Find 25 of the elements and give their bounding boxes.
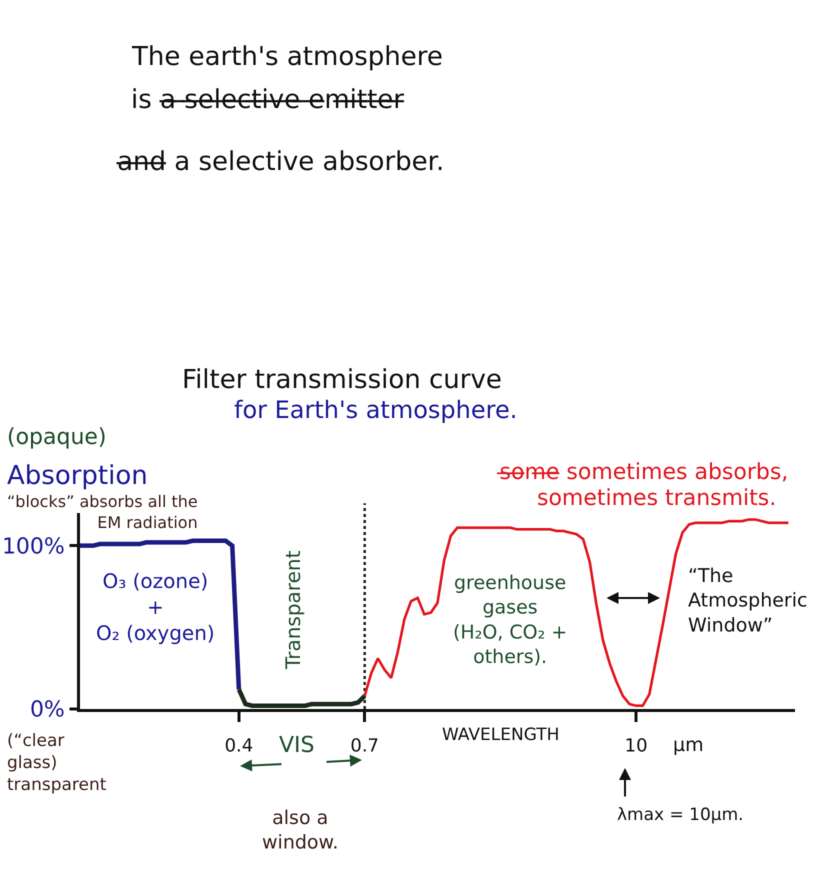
y-tick-label: 100% — [2, 534, 65, 560]
text: µm — [673, 734, 704, 756]
text: s̶o̶m̶e̶ sometimes absorbs, — [497, 460, 788, 485]
text: (“clear glass) transparent — [7, 731, 107, 796]
text: (opaque) — [7, 425, 107, 450]
annotation: greenhouse gases (H₂O, CO₂ + others). — [453, 572, 568, 668]
text: λmax = 10µm. — [617, 805, 744, 825]
chart-title: Filter transmission curve — [182, 365, 502, 395]
annotation: “blocks” absorbs all the EM radiation — [7, 492, 198, 532]
y-axis-title: Absorption — [7, 461, 148, 491]
x-tick-label: 0.7 — [350, 735, 379, 756]
y-tick-label: 0% — [30, 698, 65, 723]
text: is a̶ ̶s̶e̶l̶e̶c̶t̶i̶v̶e̶ ̶e̶m̶i̶t̶t̶e̶r̶ — [131, 85, 404, 115]
chart-subtitle: for Earth's atmosphere. — [234, 396, 518, 424]
annotation: Transparent — [281, 550, 305, 670]
x-tick-label: 10 — [624, 735, 648, 756]
text: sometimes transmits. — [537, 486, 776, 511]
x-axis-title: WAVELENGTH — [442, 725, 560, 745]
text: VIS — [279, 733, 315, 758]
text: The earth's atmosphere — [131, 42, 443, 72]
annotation: O₃ (ozone) + O₂ (oxygen) — [96, 569, 215, 645]
annotation: “The Atmospheric Window” — [688, 565, 808, 636]
x-tick-label: 0.4 — [224, 735, 254, 756]
text: a̶n̶d̶ a selective absorber. — [116, 147, 444, 177]
text: also a window. — [262, 807, 338, 854]
